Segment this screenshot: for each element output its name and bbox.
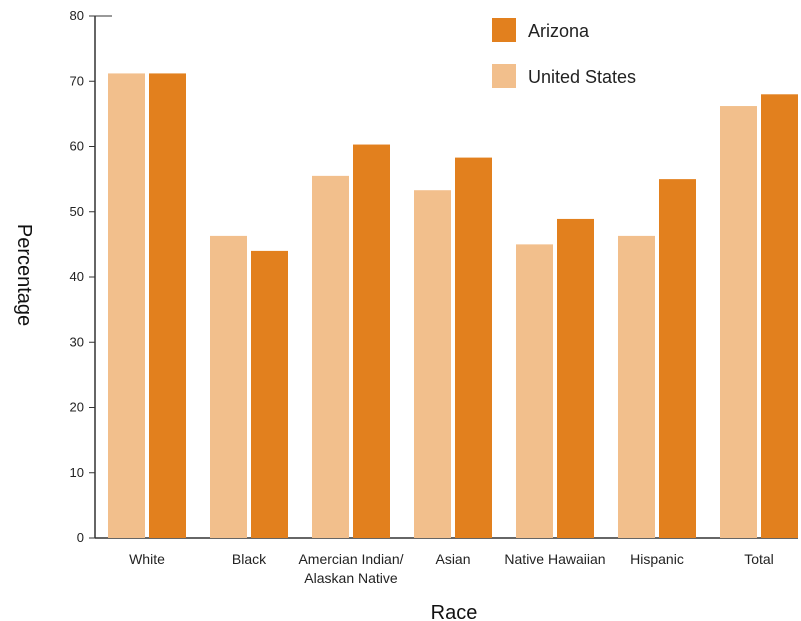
y-tick-label: 80 xyxy=(70,8,84,23)
y-tick-label: 30 xyxy=(70,334,84,349)
bar-united-states xyxy=(210,235,247,538)
x-tick-label: Alaskan Native xyxy=(304,570,398,586)
bar-arizona xyxy=(353,144,390,539)
x-tick-label: Amercian Indian/ xyxy=(298,551,403,567)
x-axis: White Black Amercian Indian/Alaskan Native… xyxy=(95,537,798,586)
bar-arizona xyxy=(455,157,492,538)
bar-arizona xyxy=(557,218,594,539)
y-axis: 0 10 20 30 40 50 60 70 80 xyxy=(70,8,112,545)
legend-label: Arizona xyxy=(528,21,590,41)
x-tick-label: Asian xyxy=(435,551,470,567)
x-axis-title: Race xyxy=(431,602,478,621)
y-tick-label: 0 xyxy=(77,530,84,545)
x-tick-label: Black xyxy=(232,551,267,567)
bar-united-states xyxy=(720,106,757,539)
bar-united-states xyxy=(414,190,451,538)
y-tick-label: 20 xyxy=(70,400,84,415)
y-tick-label: 60 xyxy=(70,139,84,154)
x-tick-label: Total xyxy=(744,551,774,567)
legend-swatch xyxy=(492,64,516,88)
y-tick-label: 10 xyxy=(70,465,84,480)
bar-united-states xyxy=(516,244,553,538)
bar-united-states xyxy=(312,175,349,539)
y-tick-label: 50 xyxy=(70,204,84,219)
bar-arizona xyxy=(149,73,186,539)
bars xyxy=(108,73,798,539)
y-tick-label: 40 xyxy=(70,269,84,284)
x-tick-label: Native Hawaiian xyxy=(504,551,605,567)
bar-united-states xyxy=(618,235,655,538)
legend: Arizona United States xyxy=(492,18,636,88)
y-tick-label: 70 xyxy=(70,73,84,88)
bar-united-states xyxy=(108,73,145,539)
bar-arizona xyxy=(251,250,288,538)
x-tick-label: White xyxy=(129,551,165,567)
legend-swatch xyxy=(492,18,516,42)
x-tick-label: Hispanic xyxy=(630,551,684,567)
bar-arizona xyxy=(659,179,696,538)
legend-label: United States xyxy=(528,67,636,87)
bar-arizona xyxy=(761,94,798,539)
y-axis-title: Percentage xyxy=(13,224,35,326)
